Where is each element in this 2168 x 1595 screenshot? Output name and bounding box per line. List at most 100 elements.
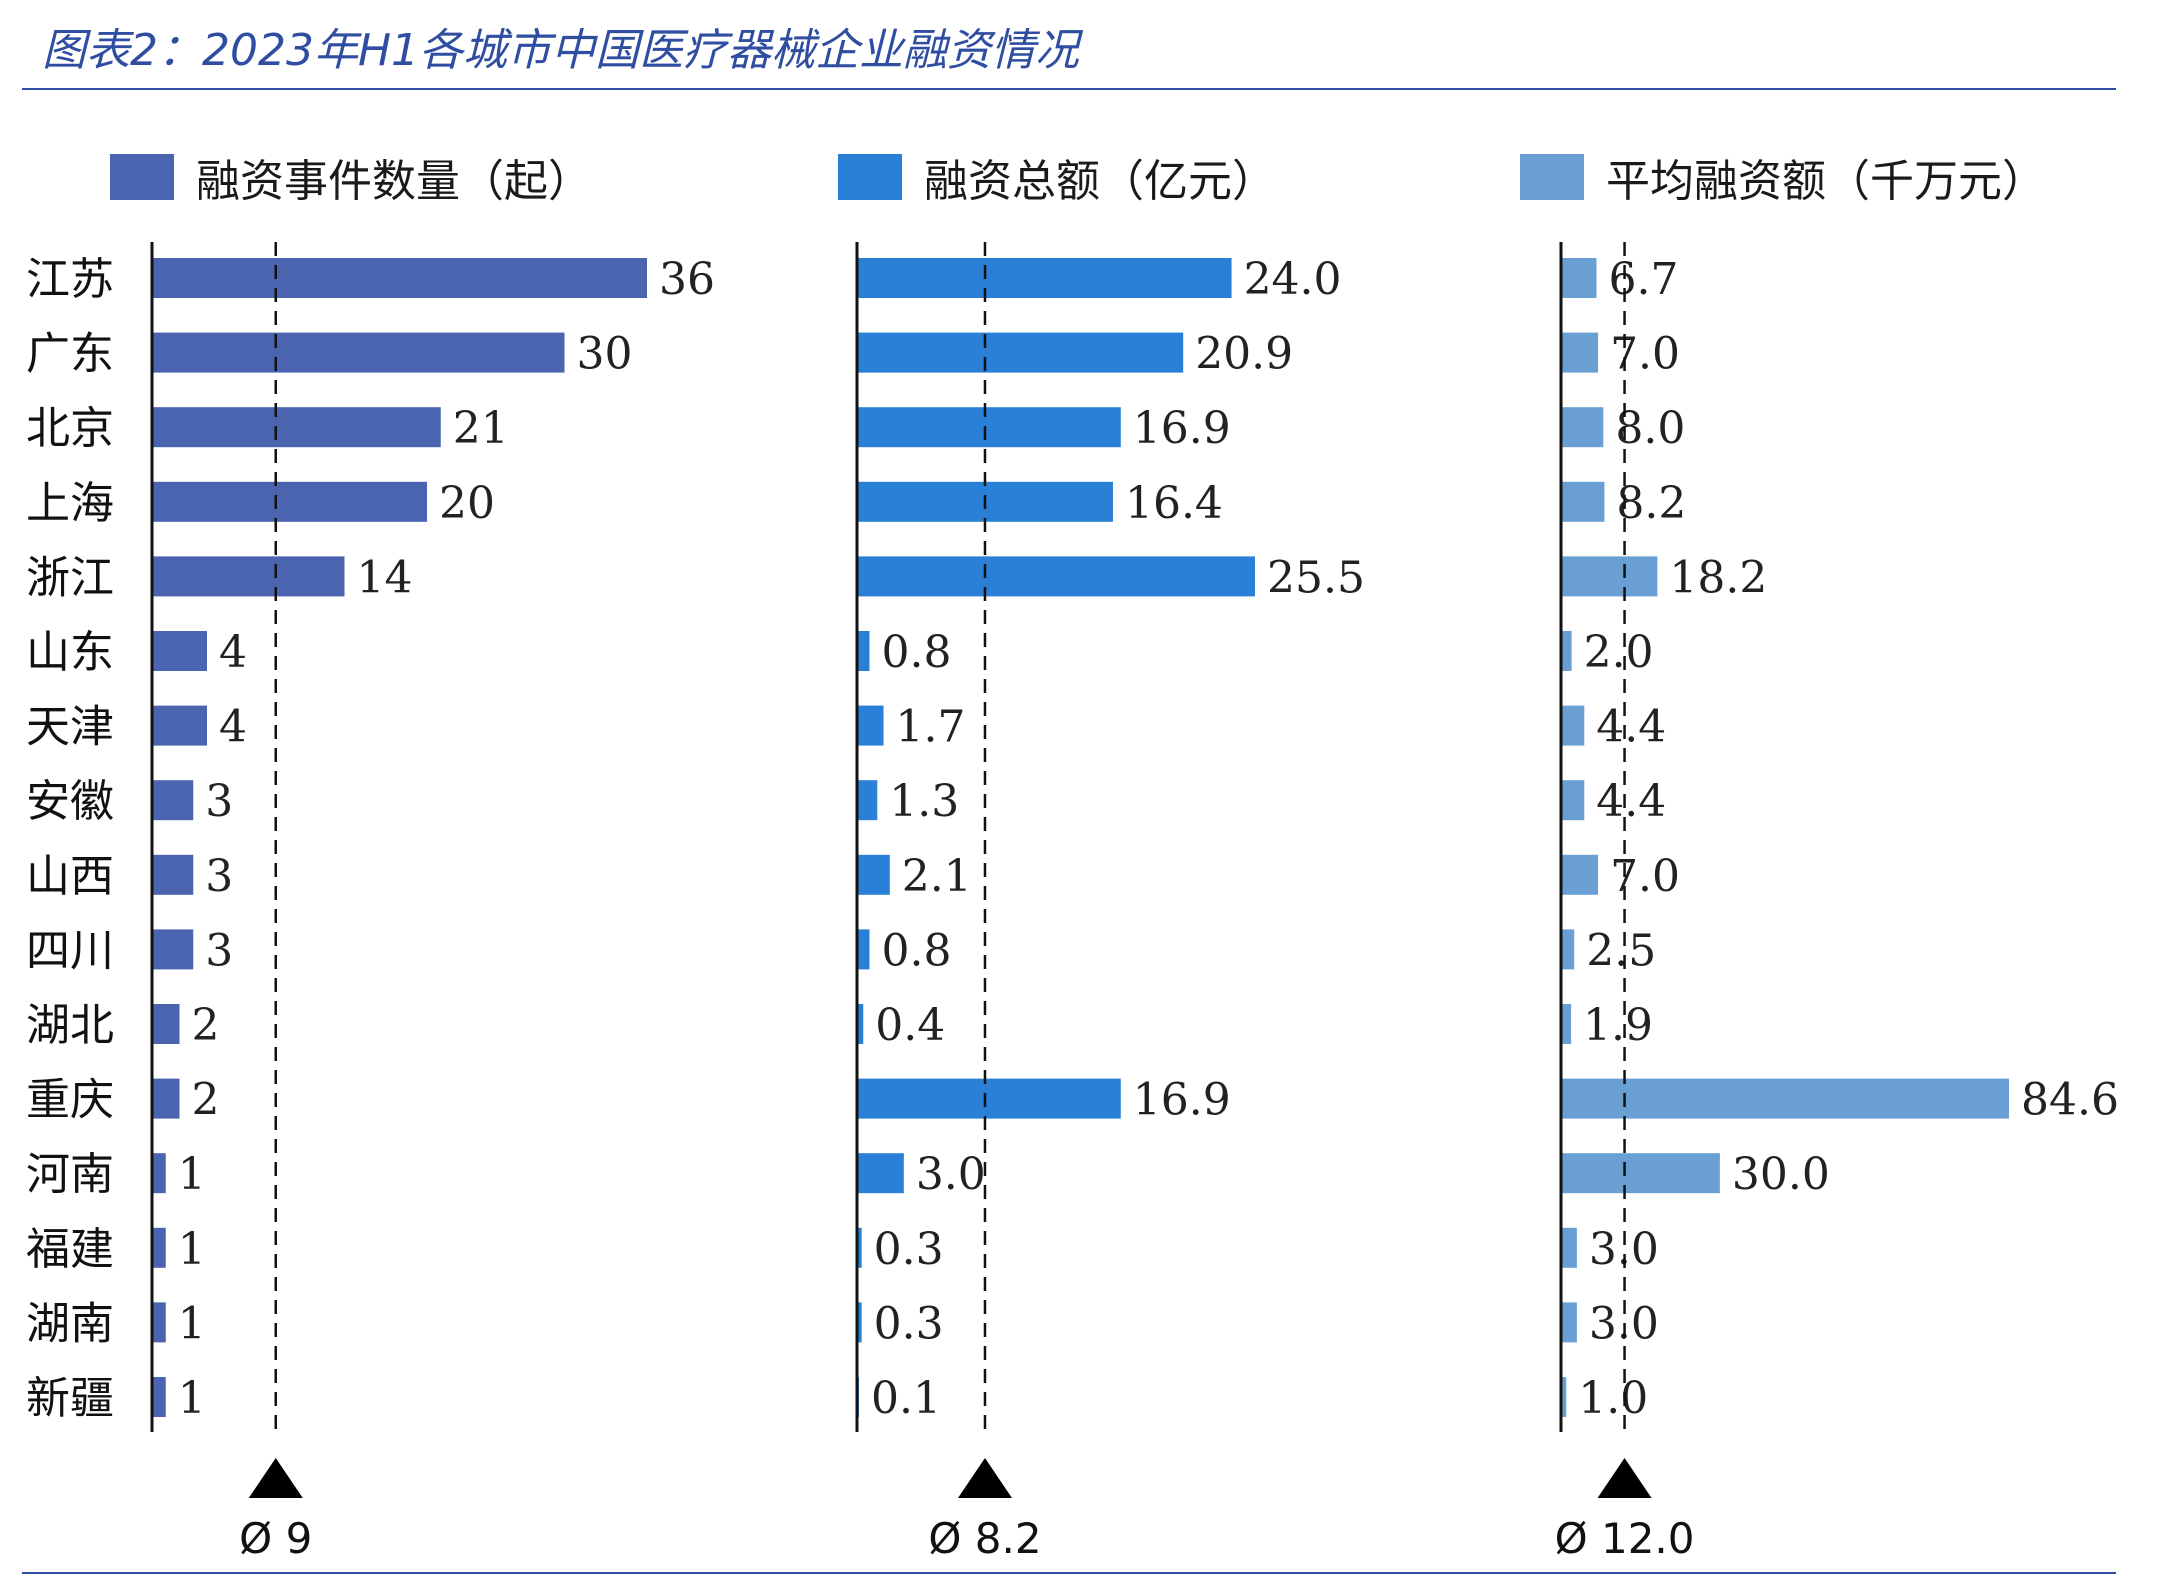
data-label: 3 <box>205 925 233 976</box>
bar <box>1561 780 1585 821</box>
data-label: 0.8 <box>881 925 951 976</box>
bar <box>152 556 345 597</box>
average-marker <box>957 1458 1012 1498</box>
legend-swatch-count <box>110 154 174 200</box>
data-label: 4.4 <box>1596 776 1666 827</box>
category-label: 四川 <box>26 925 114 976</box>
bar <box>857 258 1232 298</box>
bar <box>1561 481 1605 522</box>
bar <box>152 929 194 970</box>
average-label: Ø 12.0 <box>1555 1514 1695 1563</box>
legend-item-average: 平均融资额（千万元） <box>1520 145 2046 209</box>
category-label: 重庆 <box>26 1075 114 1126</box>
data-label: 14 <box>357 552 413 603</box>
bar <box>1561 1004 1572 1044</box>
data-label: 0.3 <box>874 1298 944 1349</box>
bar <box>857 407 1121 448</box>
data-label: 3 <box>205 851 233 902</box>
data-label: 2 <box>192 1000 220 1051</box>
category-label: 山西 <box>26 851 114 902</box>
legend-swatch-total <box>838 154 902 200</box>
data-label: 2 <box>192 1075 220 1126</box>
category-label: 湖南 <box>26 1298 114 1349</box>
bar <box>152 1302 166 1343</box>
bar <box>1561 854 1599 895</box>
average-label: Ø 8.2 <box>928 1514 1041 1563</box>
legend-label-average: 平均融资额（千万元） <box>1606 156 2046 207</box>
category-label: 天津 <box>26 702 114 753</box>
bar <box>857 1227 862 1268</box>
data-label: 18.2 <box>1669 552 1767 603</box>
bar <box>152 332 565 373</box>
bar <box>857 1078 1121 1119</box>
bar <box>857 332 1184 373</box>
bar <box>1561 929 1575 970</box>
bar <box>857 1004 864 1044</box>
data-label: 1 <box>178 1298 206 1349</box>
average-marker <box>1597 1458 1652 1498</box>
category-label: 福建 <box>26 1224 114 1275</box>
legend-item-count: 融资事件数量（起） <box>110 145 592 209</box>
data-label: 4 <box>219 627 247 678</box>
data-label: 1.7 <box>896 702 966 753</box>
footer-rule <box>22 1572 2116 1574</box>
bar <box>152 631 207 671</box>
data-label: 0.4 <box>875 1000 945 1051</box>
category-label: 新疆 <box>26 1373 114 1424</box>
bar <box>1561 332 1599 373</box>
bar <box>1561 1078 2009 1119</box>
data-label: 2.5 <box>1586 925 1656 976</box>
data-label: 20 <box>439 478 495 529</box>
category-label: 安徽 <box>26 776 114 827</box>
data-label: 36 <box>659 254 715 305</box>
bar <box>152 1153 166 1194</box>
bar <box>152 854 194 895</box>
category-label: 上海 <box>26 478 114 529</box>
category-label: 江苏 <box>26 254 114 305</box>
bar <box>152 258 647 298</box>
data-label: 2.1 <box>902 851 972 902</box>
category-label: 湖北 <box>26 1000 114 1051</box>
data-label: 8.0 <box>1615 403 1685 454</box>
data-label: 30.0 <box>1732 1149 1830 1200</box>
category-label: 山东 <box>26 627 114 678</box>
data-label: 3.0 <box>916 1149 986 1200</box>
legend-swatch-average <box>1520 154 1584 200</box>
bar <box>1561 1302 1577 1343</box>
bar <box>152 705 207 746</box>
data-label: 1.0 <box>1578 1373 1648 1424</box>
data-label: 16.9 <box>1133 1075 1231 1126</box>
bar <box>857 854 890 895</box>
data-label: 16.9 <box>1133 403 1231 454</box>
bar <box>152 1004 180 1044</box>
data-label: 16.4 <box>1125 478 1223 529</box>
bar <box>857 929 870 970</box>
data-label: 4 <box>219 702 247 753</box>
bar <box>857 705 884 746</box>
bar <box>857 780 878 821</box>
category-label: 广东 <box>26 329 114 380</box>
data-label: 4.4 <box>1596 702 1666 753</box>
bar <box>1561 1377 1567 1417</box>
bar <box>857 556 1255 597</box>
bar <box>1561 407 1604 448</box>
data-label: 25.5 <box>1267 552 1365 603</box>
bar <box>1561 1153 1720 1194</box>
data-label: 21 <box>453 403 509 454</box>
bar <box>1561 258 1597 298</box>
title-rule <box>22 88 2116 90</box>
category-label: 北京 <box>26 403 114 454</box>
data-label: 30 <box>577 329 633 380</box>
bar <box>857 631 870 671</box>
bar <box>152 1078 180 1119</box>
data-label: 7.0 <box>1610 851 1680 902</box>
data-label: 8.2 <box>1616 478 1686 529</box>
average-marker <box>248 1458 303 1498</box>
bar <box>152 1377 166 1417</box>
category-label: 河南 <box>26 1149 114 1200</box>
data-label: 1 <box>178 1224 206 1275</box>
data-label: 1.9 <box>1583 1000 1653 1051</box>
bar <box>152 407 441 448</box>
bar <box>152 481 427 522</box>
bar <box>857 1153 904 1194</box>
